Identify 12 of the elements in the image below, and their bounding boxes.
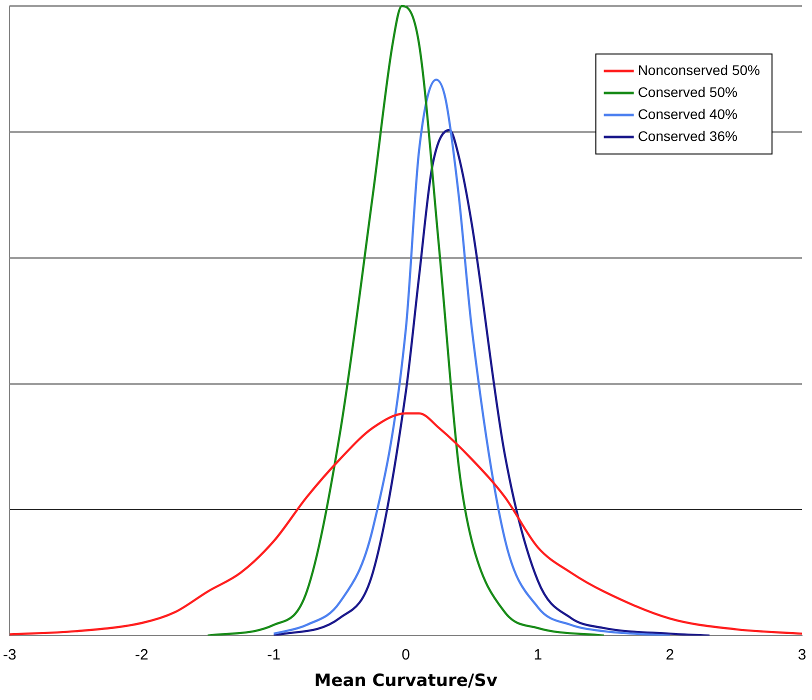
legend-label: Conserved 50% xyxy=(638,84,738,100)
x-tick-label: 2 xyxy=(666,646,674,664)
x-tick-label: -3 xyxy=(2,646,16,664)
legend-label: Conserved 36% xyxy=(638,128,738,144)
x-axis-title: Mean Curvature/Sv xyxy=(314,671,498,692)
x-tick-label: 0 xyxy=(402,646,410,664)
legend-label: Conserved 40% xyxy=(638,106,738,122)
legend-label: Nonconserved 50% xyxy=(638,62,760,78)
x-tick-label: -2 xyxy=(135,646,148,664)
x-tick-label: -1 xyxy=(267,646,280,664)
x-tick-label: 1 xyxy=(534,646,542,664)
x-tick-label: 3 xyxy=(798,646,806,664)
